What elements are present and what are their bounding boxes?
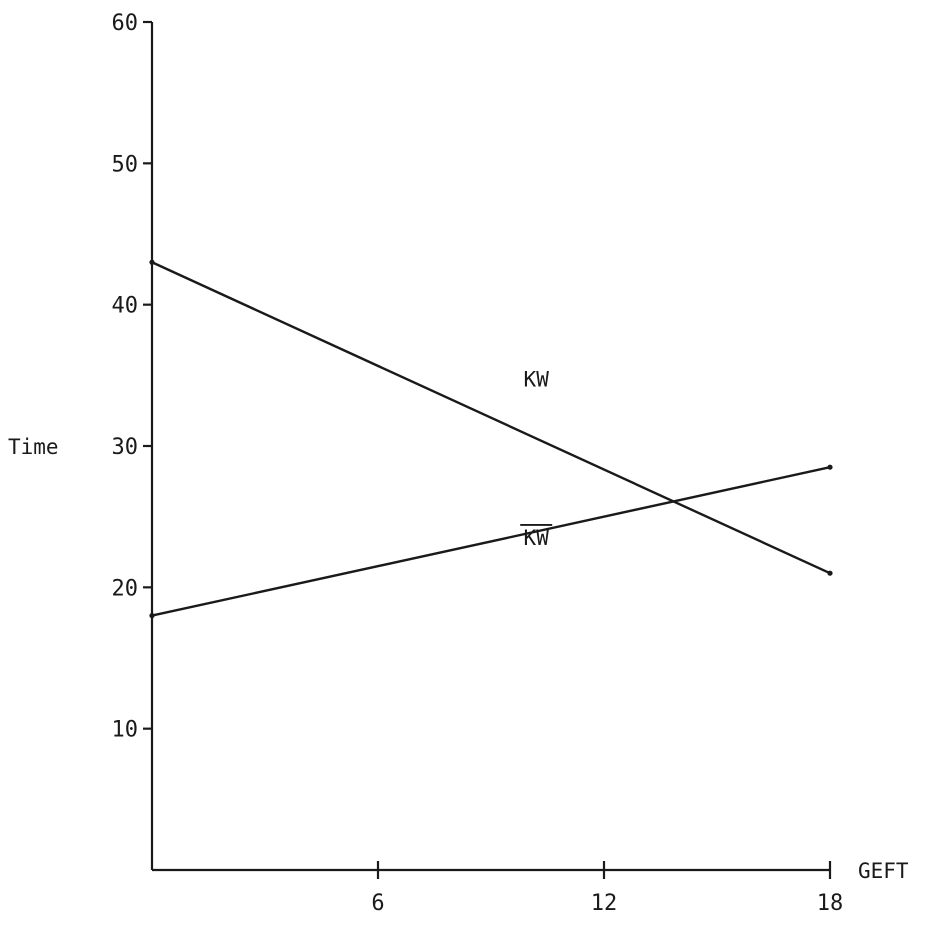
series-layer: KW KW [149, 259, 833, 619]
x-tick-label: 6 [371, 891, 384, 916]
x-axis-title: GEFT [858, 859, 909, 883]
x-tick-label: 12 [591, 891, 618, 916]
y-tick-label: 10 [112, 718, 139, 743]
series-point [827, 464, 833, 470]
series-label: KW [524, 368, 550, 392]
series-line-kw-bar [150, 466, 832, 617]
series-point [827, 570, 833, 576]
y-ticks: 10 20 30 40 50 60 [112, 11, 152, 743]
y-tick-label: 50 [112, 152, 139, 177]
y-tick-label: 40 [112, 294, 139, 319]
y-axis-title: Time [8, 435, 59, 459]
axes [150, 22, 830, 872]
series-point [149, 613, 155, 619]
x-ticks: 6 12 18 [371, 861, 843, 916]
y-tick-label: 30 [112, 435, 139, 460]
y-tick-label: 20 [112, 576, 139, 601]
series-label: KW [524, 526, 550, 550]
series-point [149, 259, 155, 265]
y-tick-label: 60 [112, 11, 139, 36]
series-line-kw [150, 261, 832, 575]
x-tick-label: 18 [817, 891, 844, 916]
